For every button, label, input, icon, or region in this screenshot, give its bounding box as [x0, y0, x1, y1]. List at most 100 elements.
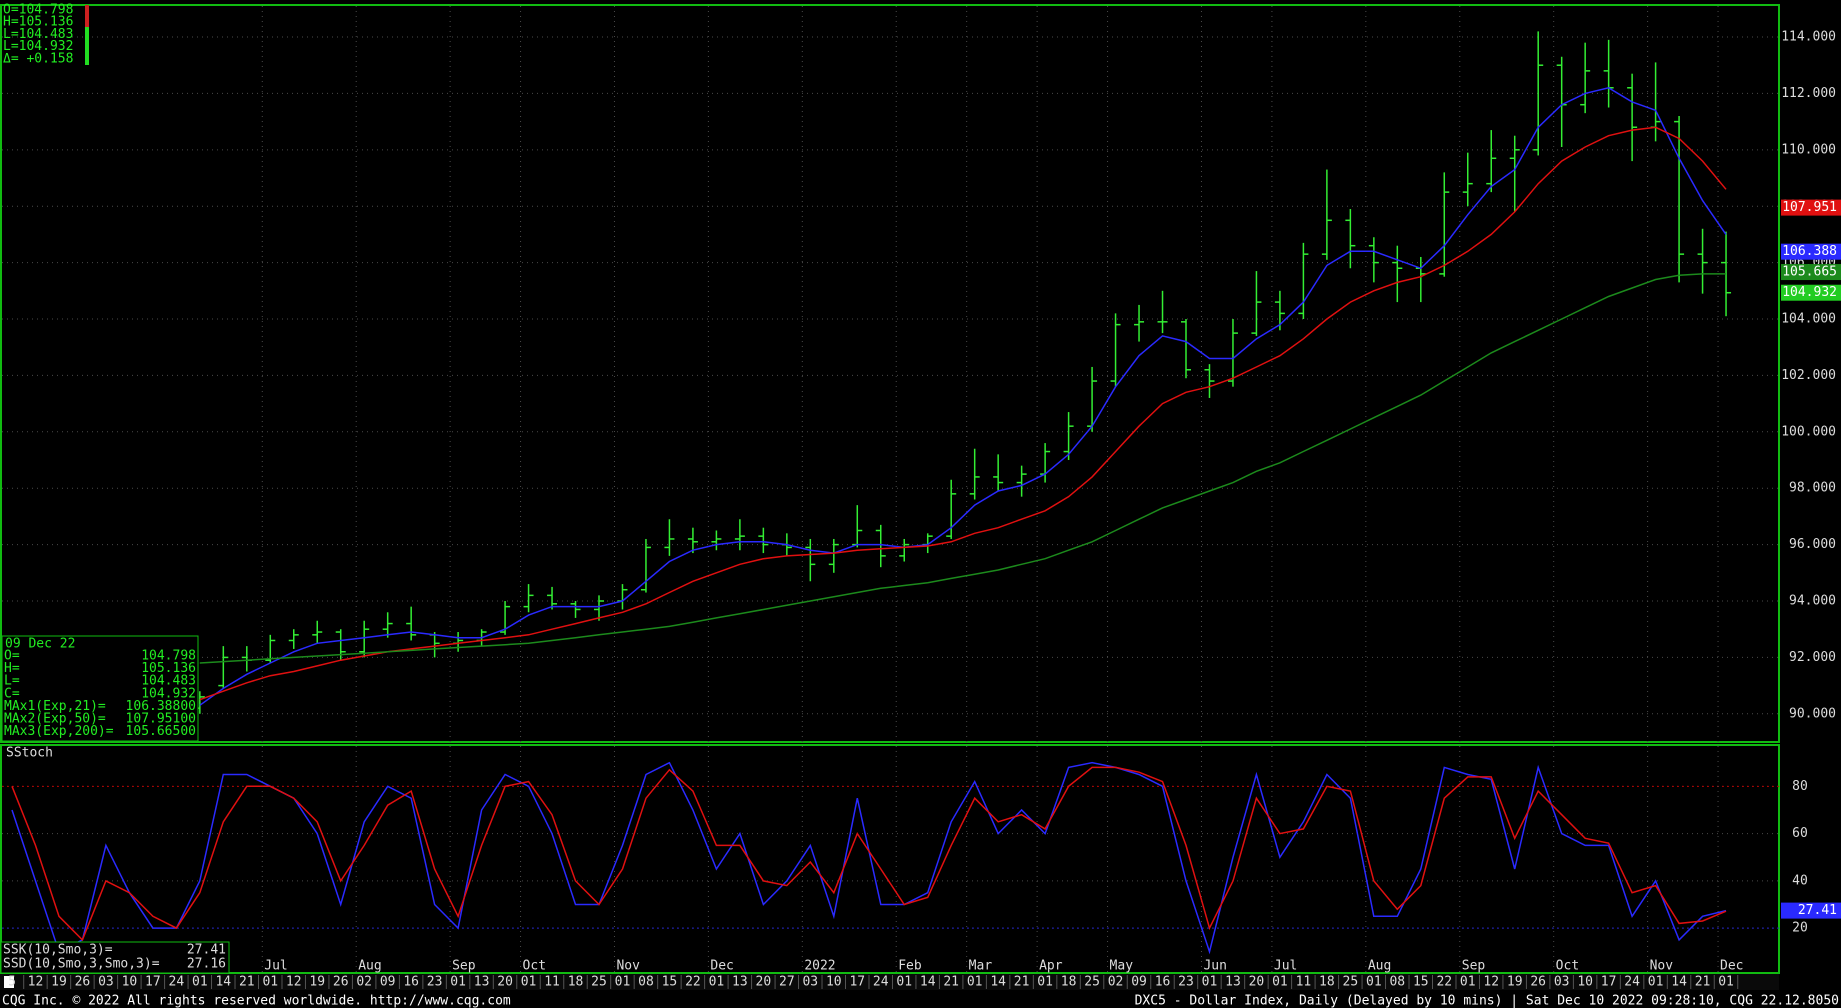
x-tick-label: 13 [732, 975, 748, 990]
x-tick-label: 12 [28, 975, 44, 990]
x-tick-label: 14 [920, 975, 936, 990]
x-tick-label: 14 [215, 975, 231, 990]
indicator-panel [0, 744, 1780, 974]
x-tick-label: 01 [709, 975, 725, 990]
quote-line: H=105.136 [3, 15, 73, 30]
last-value-box [1781, 284, 1841, 301]
marks [11, 31, 1732, 955]
x-axis-handle [4, 976, 14, 988]
month-label: Jun [1203, 959, 1226, 974]
x-tick-label: 26 [333, 975, 349, 990]
quote-line: L=104.483 [3, 27, 73, 42]
month-label: Sep [452, 959, 476, 974]
x-tick-label: 21 [943, 975, 959, 990]
month-label: May [1110, 959, 1134, 974]
indicator-legend-key: SSD(10,Smo,3,Smo,3)= [3, 957, 160, 972]
x-tick-label: 17 [1601, 975, 1617, 990]
x-tick-label: 27 [779, 975, 795, 990]
info-key: O= [4, 649, 20, 664]
x-tick-label: 03 [1554, 975, 1570, 990]
month-label: Jul [1274, 959, 1297, 974]
x-tick-label: 20 [1249, 975, 1265, 990]
x-tick-label: 22 [1436, 975, 1452, 990]
x-tick-label: 01 [1460, 975, 1476, 990]
info-value: 106.38800 [126, 699, 196, 714]
month-label: Sep [1462, 959, 1486, 974]
x-tick-label: 23 [427, 975, 443, 990]
x-tick-label: 16 [403, 975, 419, 990]
month-label: Aug [1368, 959, 1391, 974]
y-tick-label: 96.000 [1789, 537, 1836, 552]
last-value-label: 27.41 [1798, 903, 1837, 918]
x-tick-label: 15 [1413, 975, 1429, 990]
x-tick-label: 01 [1202, 975, 1218, 990]
info-value: 105.66500 [126, 724, 196, 739]
last-value-label: 104.932 [1782, 285, 1837, 300]
info-key: MAx1(Exp,21)= [4, 699, 106, 714]
x-tick-label: 08 [638, 975, 654, 990]
x-tick-label: 20 [756, 975, 772, 990]
y-tick-label: 94.000 [1789, 594, 1836, 609]
last-value-box [1781, 902, 1841, 919]
info-key: L= [4, 674, 20, 689]
month-label: Dec [1720, 959, 1743, 974]
x-tick-label: 19 [1507, 975, 1523, 990]
indicator-title: SStoch [6, 746, 53, 761]
indicator-legend-box [0, 941, 230, 974]
month-label: Apr [1039, 959, 1063, 974]
x-tick-label: 01 [262, 975, 278, 990]
info-date: 09 Dec 22 [5, 637, 75, 652]
x-tick-label: 17 [849, 975, 865, 990]
x-tick-label: 01 [1037, 975, 1053, 990]
info-value: 104.798 [141, 649, 196, 664]
last-value-label: 107.951 [1782, 200, 1837, 215]
y-tick-label: 60 [1792, 826, 1808, 841]
info-value: 107.95100 [126, 712, 196, 727]
y-tick-label: 102.000 [1781, 368, 1836, 383]
month-label: Nov [616, 959, 640, 974]
x-tick-label: 10 [1577, 975, 1593, 990]
x-tick-label: 10 [122, 975, 138, 990]
x-tick-label: 13 [474, 975, 490, 990]
info-key: MAx3(Exp,200)= [4, 724, 114, 739]
x-tick-label: 01 [615, 975, 631, 990]
x-tick-label: 21 [1695, 975, 1711, 990]
y-tick-label: 110.000 [1781, 142, 1836, 157]
info-key: H= [4, 661, 20, 676]
footer-left: CQG Inc. © 2022 All rights reserved worl… [2, 994, 511, 1008]
x-tick-label: 09 [1131, 975, 1147, 990]
last-value-box [1781, 264, 1841, 281]
y-tick-label: 104.000 [1781, 312, 1836, 327]
month-label: Jul [264, 959, 287, 974]
x-tick-label: 01 [1366, 975, 1382, 990]
y-tick-label: 80 [1792, 779, 1808, 794]
info-key: C= [4, 686, 20, 701]
y-tick-label: 112.000 [1781, 86, 1836, 101]
x-tick-label: 19 [309, 975, 325, 990]
y-tick-label: 40 [1792, 873, 1808, 888]
x-tick-label: 23 [1178, 975, 1194, 990]
quote-bar [85, 27, 89, 65]
x-tick-label: 5 [8, 975, 16, 990]
indicator-legend-value: 27.16 [187, 957, 226, 972]
last-value-label: 106.388 [1782, 244, 1837, 259]
last-value-box [1781, 243, 1841, 260]
x-tick-label: 22 [685, 975, 701, 990]
footer-right: DXC5 - Dollar Index, Daily (Delayed by 1… [1135, 994, 1839, 1008]
month-label: Dec [710, 959, 733, 974]
x-tick-label: 01 [450, 975, 466, 990]
last-value-box [1781, 199, 1841, 216]
x-tick-label: 11 [1296, 975, 1312, 990]
quote-line: Δ= +0.158 [3, 51, 73, 66]
y-tick-label: 114.000 [1781, 30, 1836, 45]
month-label: 2022 [804, 959, 835, 974]
x-tick-label: 13 [1225, 975, 1241, 990]
info-value: 104.932 [141, 686, 196, 701]
x-tick-label: 03 [802, 975, 818, 990]
x-tick-label: 01 [192, 975, 208, 990]
month-label: Oct [1556, 959, 1579, 974]
x-axis-band [0, 974, 1779, 990]
info-value: 104.483 [141, 674, 196, 689]
